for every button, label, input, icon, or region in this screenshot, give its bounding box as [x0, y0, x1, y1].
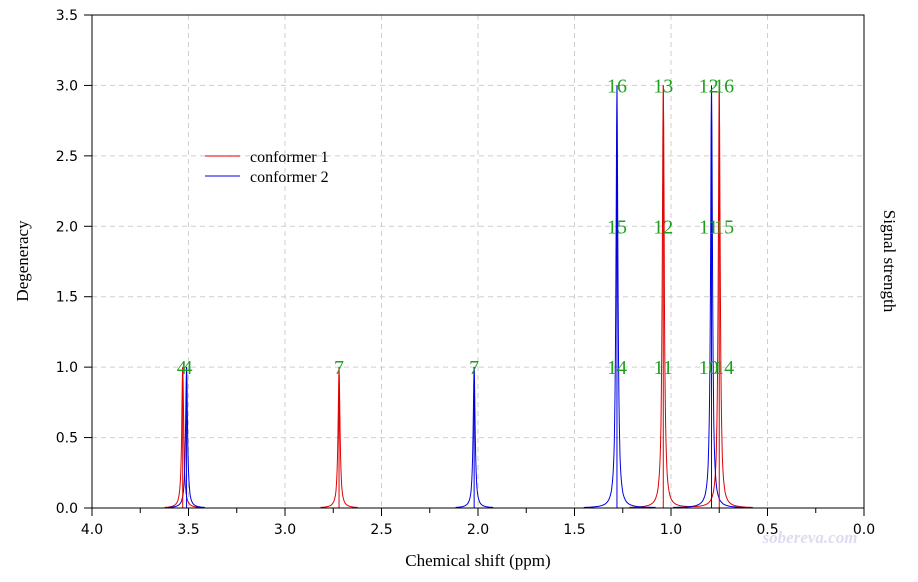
- axis-ticks: 4.0 3.5 3.0 2.5 2.0 1.5 1.0 0.5 0.0 0.0 0.5 1.0 1.5 2…: [56, 8, 875, 538]
- peak-annotation: 13: [653, 75, 673, 97]
- y2-axis-title: Signal strength: [880, 210, 899, 313]
- spectrum-line-conformer-2: [672, 85, 745, 508]
- peak-sticks: [182, 85, 720, 508]
- y-tick-label: 2.5: [56, 149, 78, 165]
- y-tick-label: 0.0: [56, 501, 78, 517]
- peak-annotation: 15: [714, 216, 734, 238]
- x-tick-label: 3.0: [274, 522, 296, 538]
- legend: conformer 1 conformer 2: [205, 149, 329, 186]
- peak-annotations: 44 7 7 14 15 16 11 12 13 10 11 12 14 15 16: [177, 75, 734, 379]
- x-tick-label: 2.5: [370, 522, 392, 538]
- y-tick-label: 3.5: [56, 8, 78, 24]
- peak-annotation: 16: [714, 75, 734, 97]
- peak-annotation: 14: [607, 357, 627, 379]
- x-tick-label: 1.5: [563, 522, 585, 538]
- spectrum-line-conformer-2: [583, 85, 656, 508]
- watermark: sobereva.com: [762, 528, 858, 547]
- y-tick-label: 1.0: [56, 360, 78, 376]
- spectrum-line-conformer-1: [320, 367, 358, 508]
- peak-annotation: 7: [469, 357, 479, 379]
- x-tick-label: 4.0: [81, 522, 103, 538]
- peak-annotation: 15: [607, 216, 627, 238]
- peak-annotation: 11: [699, 216, 718, 238]
- peak-annotation: 10: [699, 357, 719, 379]
- x-tick-label: 0.5: [756, 522, 778, 538]
- x-tick-label: 0.0: [853, 522, 875, 538]
- y-tick-label: 3.0: [56, 78, 78, 94]
- x-axis-title: Chemical shift (ppm): [405, 551, 550, 570]
- y-tick-label: 0.5: [56, 431, 78, 447]
- y-axis-title: Degeneracy: [13, 220, 32, 302]
- peak-annotation: 12: [699, 75, 719, 97]
- legend-label-conformer-2: conformer 2: [250, 169, 329, 186]
- grid: [92, 15, 864, 508]
- spectrum-curves: [164, 85, 753, 508]
- peak-annotation: 12: [653, 216, 673, 238]
- peak-annotation: 14: [714, 357, 734, 379]
- y-tick-label: 2.0: [56, 219, 78, 235]
- x-tick-label: 3.5: [177, 522, 199, 538]
- peak-annotation: 16: [607, 75, 627, 97]
- y-tick-label: 1.5: [56, 290, 78, 306]
- x-tick-label: 1.0: [660, 522, 682, 538]
- peak-annotation: 4: [177, 357, 187, 379]
- peak-annotation: 7: [334, 357, 344, 379]
- spectrum-line-conformer-2: [168, 367, 205, 508]
- peak-annotation: 11: [654, 357, 673, 379]
- legend-label-conformer-1: conformer 1: [250, 149, 329, 166]
- x-tick-label: 2.0: [467, 522, 489, 538]
- peak-annotation: 4: [183, 357, 193, 379]
